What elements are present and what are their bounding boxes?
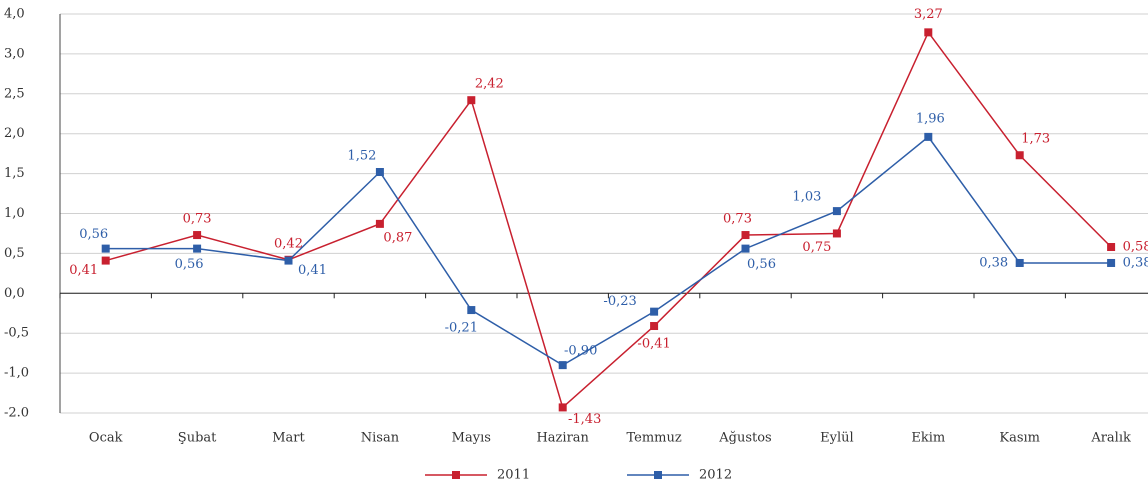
y-tick-label: 2,0 [4,126,25,141]
x-tick-label: Ocak [89,431,123,446]
series-line [105,30,1112,409]
x-tick-label: Kasım [999,431,1040,446]
point-marker [924,132,933,141]
point-marker [101,256,110,265]
point-marker [558,403,567,412]
y-tick-label: -0,5 [4,326,29,341]
y-tick-label: -1,0 [4,366,29,381]
y-tick-label: 4,0 [4,7,25,22]
x-tick-label: Nisan [361,431,400,446]
y-tick-label: -2.0 [4,406,29,421]
data-label: 0,56 [79,227,108,242]
data-label: -0,21 [445,321,478,336]
y-tick-label: 1,0 [4,206,25,221]
point-marker [832,229,841,238]
point-marker [741,244,750,253]
x-tick-label: Haziran [536,431,589,446]
point-marker [375,219,384,228]
x-tick-label: Mayıs [452,431,491,446]
legend-marker [452,471,460,479]
y-tick-label: 0,5 [4,246,25,261]
point-marker [1015,258,1024,267]
point-marker [467,306,476,315]
data-label: 0,41 [298,263,327,278]
data-label: 0,73 [723,212,752,227]
y-tick-label: 1,5 [4,166,25,181]
data-label: 0,38 [979,255,1008,270]
point-marker [741,231,750,240]
data-label: 1,96 [916,111,945,126]
point-marker [284,256,293,265]
x-tick-label: Eylül [820,431,854,446]
x-tick-label: Aralık [1090,431,1131,446]
data-label: -0,90 [564,344,597,359]
data-label: 1,03 [792,190,821,205]
x-tick-label: Temmuz [626,431,681,446]
y-tick-label: 2,5 [4,86,25,101]
point-marker [1015,151,1024,160]
point-marker [101,244,110,253]
point-marker [193,244,202,253]
data-label: 0,87 [383,230,412,245]
point-marker [1107,258,1116,267]
point-marker [193,231,202,240]
data-label: 0,75 [802,240,831,255]
legend-label: 2011 [497,468,530,483]
x-tick-label: Ağustos [718,431,771,446]
point-marker [375,168,384,177]
point-marker [650,322,659,331]
x-tick-label: Mart [272,431,305,446]
legend-label: 2012 [699,468,732,483]
data-label: 3,27 [914,7,943,22]
legend-marker [654,471,662,479]
data-label: 0,42 [274,236,303,251]
y-tick-label: 3,0 [4,46,25,61]
x-tick-label: Şubat [178,431,217,446]
series-line [105,135,1112,366]
data-label: 1,73 [1021,132,1050,147]
data-label: -0,23 [603,294,636,309]
point-marker [650,307,659,316]
data-label: 0,56 [747,257,776,272]
data-label: -1,43 [568,412,601,427]
data-label: 0,38 [1123,255,1148,270]
data-label: 0,58 [1123,240,1148,255]
data-label: 0,73 [183,212,212,227]
point-marker [1107,243,1116,252]
point-marker [832,207,841,216]
point-marker [558,361,567,370]
data-label: 0,56 [175,257,204,272]
y-tick-label: 0,0 [4,286,25,301]
x-tick-label: Ekim [911,431,945,446]
data-label: 0,41 [69,263,98,278]
data-label: 2,42 [475,77,504,92]
data-label: 1,52 [347,149,376,164]
data-label: -0,41 [637,337,670,352]
point-marker [924,28,933,37]
point-marker [467,96,476,105]
